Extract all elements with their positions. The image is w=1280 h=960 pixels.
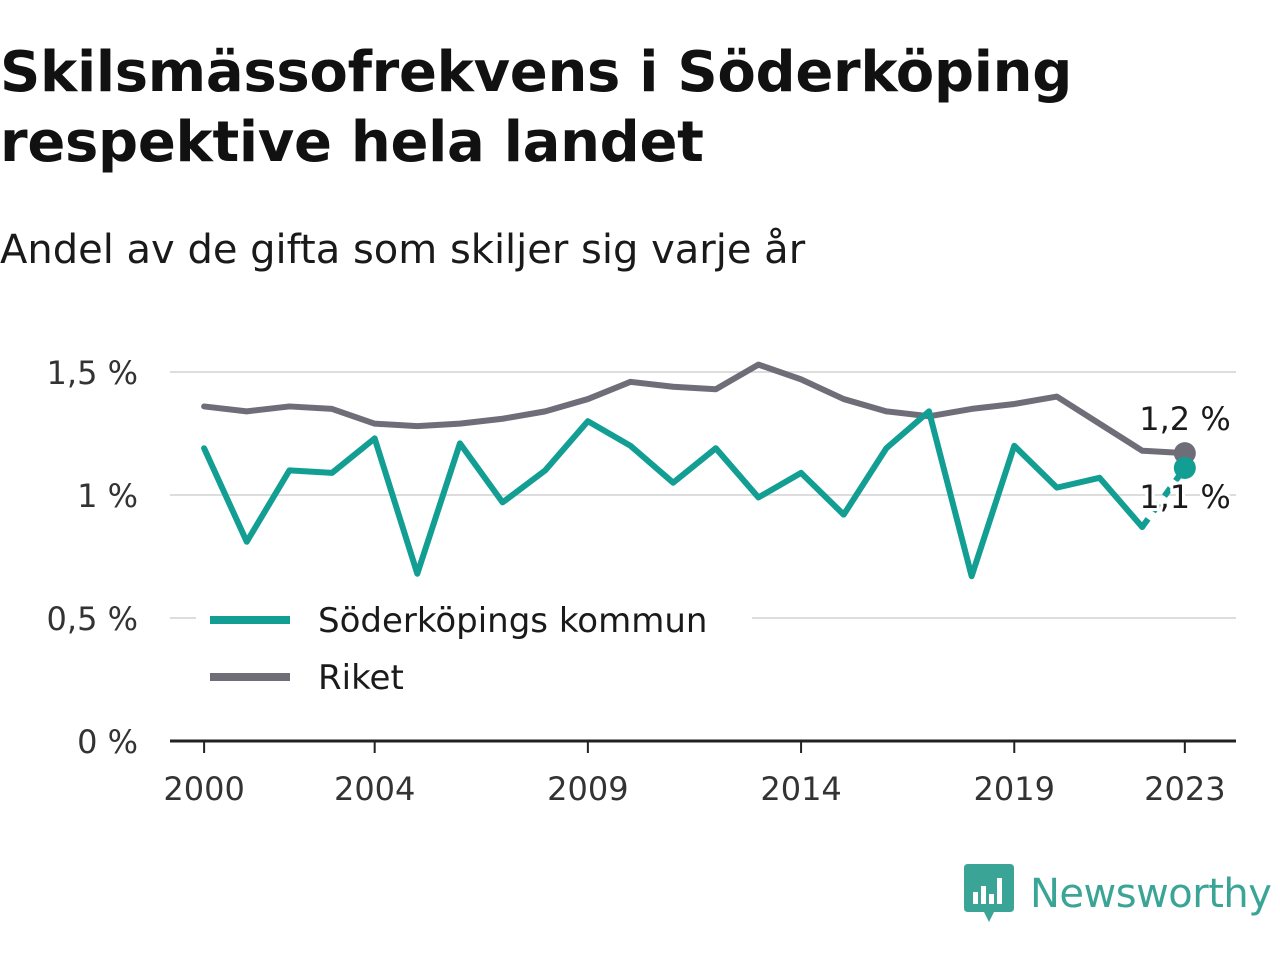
x-tick-label: 2009 <box>547 770 628 808</box>
x-tick-label: 2000 <box>163 770 244 808</box>
legend-label: Söderköpings kommun <box>318 601 707 641</box>
axes: 0 % 0,5 % 1 % 1,5 % 2000 2004 2009 2014 2019 2023 <box>47 354 1236 808</box>
series-line <box>201 361 1188 457</box>
end-value-label: 1,2 % <box>1139 400 1230 438</box>
x-tick-label: 2019 <box>974 770 1055 808</box>
chart-subtitle: Andel av de gifta som skiljer sig varje … <box>0 227 806 273</box>
brand-name: Newsworthy <box>1030 871 1272 917</box>
chart-title: Skilsmässofrekvens i Söderköping respekt… <box>0 40 1072 175</box>
end-labels: 1,1 % 1,2 % <box>1136 397 1233 519</box>
y-tick-label: 1,5 % <box>47 354 138 392</box>
series-projected-segment <box>1139 466 1188 529</box>
end-value-label: 1,1 % <box>1139 478 1230 516</box>
y-tick-label: 1 % <box>77 477 138 515</box>
bar-chart-speech-bubble-icon <box>964 864 1014 922</box>
series-line <box>201 408 1146 580</box>
y-tick-label: 0,5 % <box>47 600 138 638</box>
legend-background <box>196 590 752 708</box>
x-tick-label: 2014 <box>760 770 841 808</box>
x-tick-label: 2023 <box>1144 770 1225 808</box>
y-tick-label: 0 % <box>77 723 138 761</box>
x-tick-label: 2004 <box>334 770 415 808</box>
newsworthy-logo: Newsworthy <box>964 864 1272 924</box>
legend: Söderköpings kommun Riket <box>196 590 752 708</box>
series-lines <box>201 361 1196 580</box>
series-end-point <box>1173 456 1196 479</box>
legend-label: Riket <box>318 658 404 698</box>
